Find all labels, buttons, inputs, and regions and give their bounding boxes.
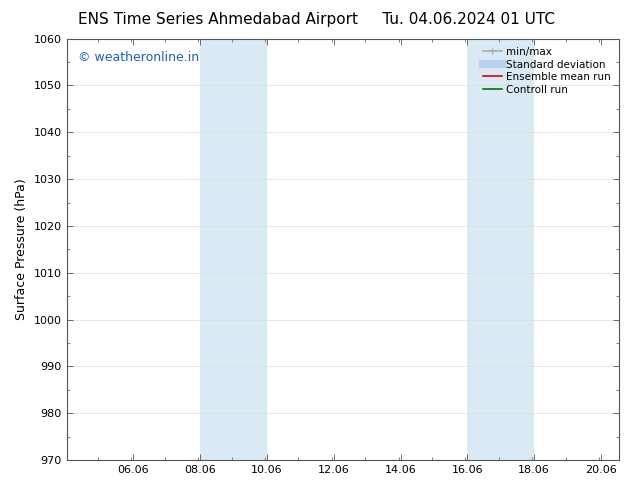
Text: ENS Time Series Ahmedabad Airport     Tu. 04.06.2024 01 UTC: ENS Time Series Ahmedabad Airport Tu. 04… [79, 12, 555, 27]
Y-axis label: Surface Pressure (hPa): Surface Pressure (hPa) [15, 178, 28, 320]
Text: © weatheronline.in: © weatheronline.in [77, 51, 198, 64]
Legend: min/max, Standard deviation, Ensemble mean run, Controll run: min/max, Standard deviation, Ensemble me… [480, 44, 614, 98]
Bar [467, 39, 534, 460]
Bar [200, 39, 267, 460]
